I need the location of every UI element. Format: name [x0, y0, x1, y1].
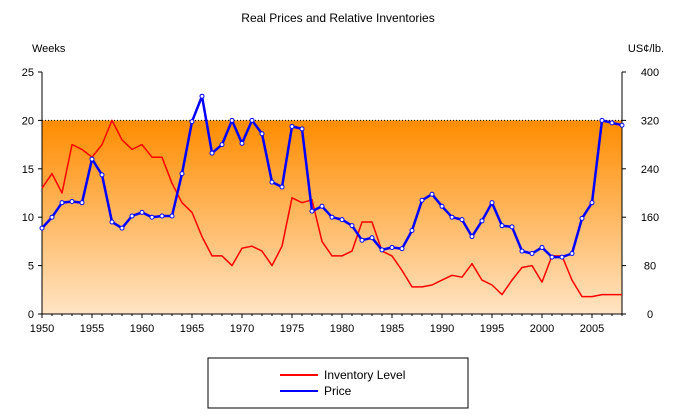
data-point-price — [609, 120, 615, 126]
data-point-price — [269, 179, 275, 185]
legend: Inventory Level Price — [207, 357, 469, 409]
data-point-price — [229, 117, 235, 123]
data-point-price — [469, 234, 475, 240]
x-tick-label: 2005 — [580, 323, 604, 335]
legend-box — [207, 357, 469, 409]
data-point-price — [49, 214, 55, 220]
y-right-tick-label: 80 — [644, 261, 656, 273]
y-right-tick-label: 320 — [641, 115, 659, 127]
data-point-price — [459, 217, 465, 223]
data-point-price — [169, 213, 175, 219]
x-tick-label: 1960 — [130, 323, 154, 335]
data-point-price — [259, 131, 265, 137]
data-point-price — [339, 217, 345, 223]
data-point-price — [499, 223, 505, 229]
data-point-price — [409, 228, 415, 234]
data-point-price — [309, 208, 315, 214]
data-point-price — [79, 200, 85, 206]
data-point-price — [99, 172, 105, 178]
y-left-tick-label: 25 — [22, 67, 34, 79]
x-tick-label: 1965 — [180, 323, 204, 335]
data-point-price — [239, 140, 245, 146]
y-right-ticks: 0 80 160 240 320 400 — [622, 67, 659, 321]
data-point-price — [359, 237, 365, 243]
data-point-price — [369, 235, 375, 241]
data-point-price — [589, 200, 595, 206]
y-left-tick-label: 5 — [28, 261, 34, 273]
data-point-price — [179, 171, 185, 177]
y-left-ticks: 0 5 10 15 20 25 — [22, 67, 42, 321]
data-point-price — [279, 184, 285, 190]
data-point-price — [289, 123, 295, 129]
data-point-price — [39, 225, 45, 231]
data-point-price — [559, 254, 565, 260]
y-left-axis-title: Weeks — [32, 43, 66, 55]
data-point-price — [159, 213, 165, 219]
x-tick-label: 1985 — [380, 323, 404, 335]
data-point-price — [419, 197, 425, 203]
series-line-inventory-level — [41, 119, 622, 298]
data-point-price — [539, 244, 545, 250]
data-point-price — [569, 251, 575, 256]
x-tick-label: 1950 — [30, 323, 54, 335]
y-left-tick-label: 0 — [28, 309, 34, 321]
data-point-price — [379, 247, 385, 253]
x-tick-label: 1955 — [80, 323, 104, 335]
legend-label-inventory-level: Inventory Level — [324, 368, 405, 382]
data-point-price — [319, 203, 325, 209]
data-point-price — [139, 209, 145, 215]
data-point-price — [189, 119, 195, 125]
x-tick-label: 2000 — [530, 323, 554, 335]
data-point-price — [399, 246, 405, 252]
data-point-price — [599, 117, 605, 123]
data-point-price — [199, 93, 205, 99]
data-point-price — [489, 200, 495, 206]
y-right-tick-label: 240 — [641, 164, 659, 176]
chart-title: Real Prices and Relative Inventories — [241, 11, 434, 25]
data-point-price — [519, 248, 525, 254]
x-tick-label: 1995 — [480, 323, 504, 335]
data-point-price — [59, 200, 65, 206]
y-right-tick-label: 400 — [641, 67, 659, 79]
y-right-axis-title: US¢/lb. — [628, 43, 664, 55]
data-point-price — [129, 213, 135, 219]
data-point-price — [349, 223, 355, 229]
y-left-tick-label: 20 — [22, 115, 34, 127]
x-tick-label: 1980 — [330, 323, 354, 335]
data-point-price — [429, 191, 435, 197]
data-point-price — [479, 218, 485, 224]
data-point-price — [209, 150, 215, 156]
y-left-tick-label: 15 — [22, 164, 34, 176]
data-point-price — [69, 198, 75, 204]
y-right-tick-label: 160 — [641, 212, 659, 224]
data-point-price — [579, 215, 585, 221]
data-point-price — [389, 244, 395, 250]
series-layer — [39, 93, 625, 298]
data-point-price — [509, 224, 515, 230]
data-point-price — [449, 214, 455, 220]
y-right-tick-label: 0 — [647, 309, 653, 321]
data-point-price — [219, 142, 225, 148]
data-point-price — [119, 225, 125, 231]
legend-label-price: Price — [324, 384, 352, 398]
y-left-tick-label: 10 — [22, 212, 34, 224]
data-point-price — [329, 214, 335, 220]
data-point-price — [89, 156, 95, 162]
data-point-price — [529, 251, 535, 256]
data-point-price — [439, 203, 445, 209]
x-ticks: 1950 1955 1960 1965 1970 1975 1980 1985 1990 1995… — [30, 314, 623, 335]
data-point-price — [249, 117, 255, 123]
data-point-price — [619, 122, 625, 128]
x-tick-label: 1990 — [430, 323, 454, 335]
x-tick-label: 1975 — [280, 323, 304, 335]
data-point-price — [549, 254, 555, 260]
data-point-price — [149, 214, 155, 220]
data-point-price — [109, 219, 115, 225]
x-tick-label: 1970 — [230, 323, 254, 335]
data-point-price — [299, 126, 305, 132]
